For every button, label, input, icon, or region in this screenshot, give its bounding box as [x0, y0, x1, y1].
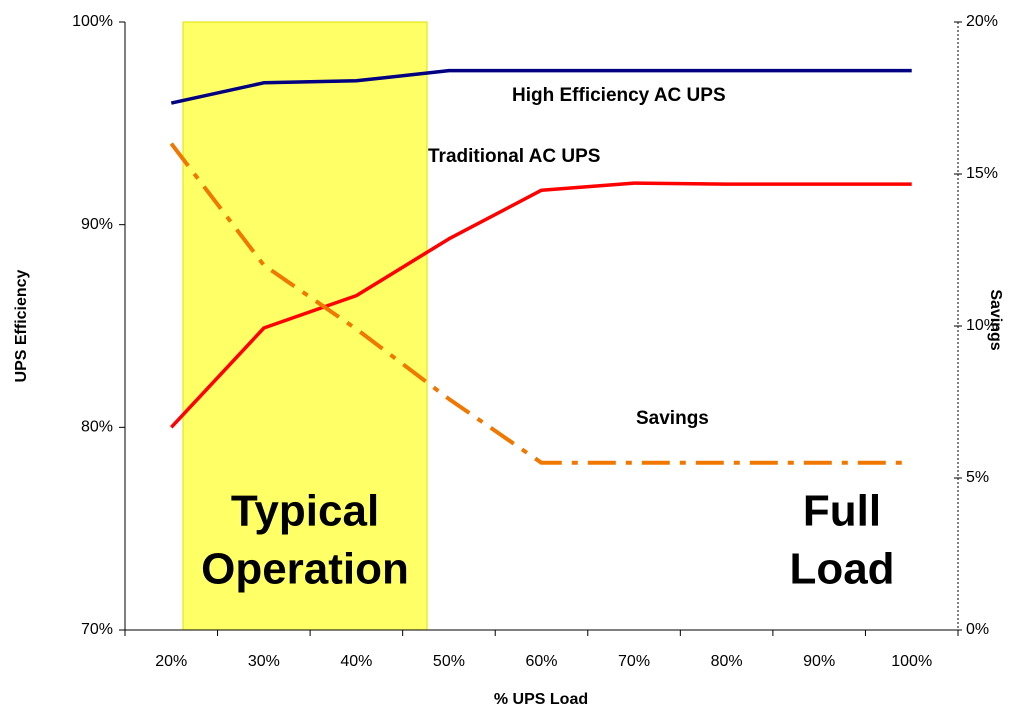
- annotation: Load: [789, 545, 894, 594]
- x-axis-label: % UPS Load: [494, 691, 588, 708]
- x-tick-label: 50%: [433, 653, 465, 670]
- x-tick-label: 40%: [340, 653, 372, 670]
- series-line: [169, 142, 912, 465]
- y2-axis-label: Savings: [987, 289, 1004, 350]
- y-tick-label: 100%: [72, 13, 113, 30]
- series-label: High Efficiency AC UPS: [512, 85, 726, 106]
- typical-operation-region: [182, 21, 428, 631]
- y2-tick-label: 0%: [966, 621, 989, 638]
- y-tick-label: 90%: [81, 216, 113, 233]
- y2-tick-label: 5%: [966, 469, 989, 486]
- y-tick-label: 70%: [81, 621, 113, 638]
- y2-tick-label: 15%: [966, 165, 998, 182]
- x-tick-label: 80%: [711, 653, 743, 670]
- x-tick-label: 100%: [891, 653, 932, 670]
- annotation: Operation: [201, 545, 409, 594]
- x-tick-label: 60%: [525, 653, 557, 670]
- x-tick-label: 30%: [248, 653, 280, 670]
- x-tick-label: 90%: [803, 653, 835, 670]
- x-tick-label: 20%: [155, 653, 187, 670]
- y2-tick-label: 20%: [966, 13, 998, 30]
- series-line: [170, 68, 912, 105]
- annotation: Full: [803, 487, 881, 536]
- series-label: Savings: [636, 408, 709, 429]
- y-axis-label: UPS Efficiency: [13, 269, 30, 382]
- series-line: [169, 181, 912, 429]
- y2-tick-label: 10%: [966, 317, 998, 334]
- y-tick-label: 80%: [81, 419, 113, 436]
- x-tick-label: 70%: [618, 653, 650, 670]
- series-label: Traditional AC UPS: [428, 146, 600, 167]
- annotation: Typical: [231, 487, 379, 536]
